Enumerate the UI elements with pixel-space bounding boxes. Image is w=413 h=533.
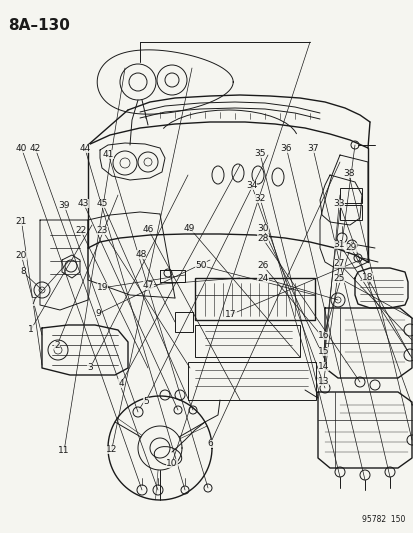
Text: 44: 44 — [79, 144, 90, 152]
Text: 32: 32 — [254, 194, 265, 203]
Text: 21: 21 — [16, 217, 27, 225]
Text: 17: 17 — [225, 310, 236, 319]
Text: 11: 11 — [58, 446, 70, 455]
Text: 14: 14 — [317, 362, 329, 371]
Text: 3: 3 — [87, 364, 93, 372]
Text: 10: 10 — [166, 459, 177, 468]
Text: 34: 34 — [245, 181, 257, 190]
Text: 4: 4 — [118, 379, 123, 388]
Text: 38: 38 — [342, 169, 354, 177]
Text: 50: 50 — [195, 261, 206, 270]
Bar — [188, 362, 315, 400]
Text: 18: 18 — [361, 273, 373, 281]
Text: 31: 31 — [333, 240, 344, 248]
Text: 23: 23 — [96, 226, 108, 235]
Text: 35: 35 — [254, 149, 265, 158]
Text: 24: 24 — [256, 274, 268, 282]
Text: 49: 49 — [183, 224, 195, 232]
Text: 8: 8 — [20, 268, 26, 276]
Text: 95782  150: 95782 150 — [361, 515, 404, 524]
Text: 5: 5 — [142, 397, 148, 406]
Text: 7: 7 — [30, 297, 36, 305]
Text: 20: 20 — [16, 252, 27, 260]
Text: 13: 13 — [317, 377, 329, 385]
Text: 43: 43 — [78, 199, 89, 208]
Text: 28: 28 — [256, 235, 268, 243]
Bar — [339, 188, 361, 203]
Bar — [339, 205, 361, 220]
Text: 8A–130: 8A–130 — [8, 18, 70, 33]
Bar — [195, 278, 314, 320]
Text: 39: 39 — [58, 201, 70, 209]
Text: 26: 26 — [256, 261, 268, 270]
Text: 1: 1 — [28, 325, 34, 334]
Text: 46: 46 — [142, 225, 154, 233]
Text: 2: 2 — [54, 341, 60, 350]
Text: 29: 29 — [344, 244, 356, 252]
Text: 48: 48 — [135, 251, 146, 259]
Text: 16: 16 — [317, 332, 329, 340]
Text: 9: 9 — [95, 309, 101, 318]
Text: 47: 47 — [142, 281, 154, 289]
Text: 45: 45 — [97, 199, 108, 208]
Text: 41: 41 — [102, 150, 114, 159]
Text: 33: 33 — [333, 199, 344, 208]
Text: 15: 15 — [317, 348, 329, 356]
Text: 36: 36 — [280, 144, 292, 152]
Bar — [175, 312, 192, 332]
Text: 42: 42 — [29, 144, 41, 152]
Text: 19: 19 — [97, 284, 108, 292]
Text: 40: 40 — [16, 144, 27, 152]
Text: 12: 12 — [106, 445, 117, 454]
Text: 22: 22 — [75, 226, 86, 235]
Bar — [195, 325, 299, 357]
Text: 6: 6 — [207, 439, 213, 448]
Text: 37: 37 — [306, 144, 318, 152]
Text: 27: 27 — [333, 260, 344, 268]
Text: 25: 25 — [333, 274, 344, 282]
Text: 30: 30 — [256, 224, 268, 232]
